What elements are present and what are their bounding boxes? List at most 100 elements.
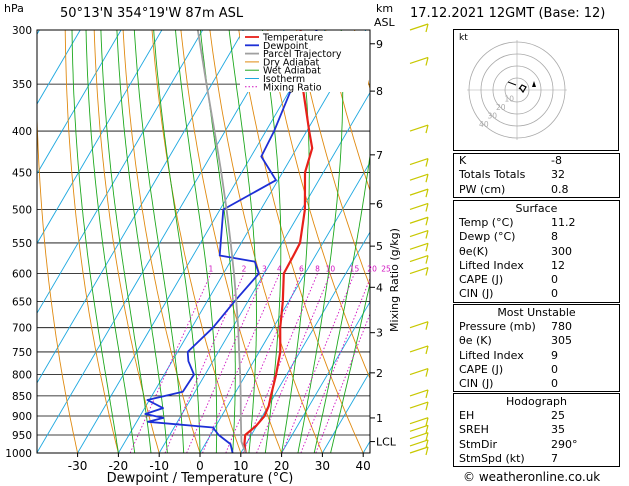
skewt-chart: 1 2 3 4 6 8 10 15 20 2530035040045050055060065070…: [5, 23, 450, 486]
wind-barb-flag: [425, 57, 429, 66]
wind-barb: [409, 229, 429, 238]
index-row-k: K -8: [459, 154, 562, 167]
mixing-ratio-label: 1: [209, 265, 214, 274]
isotherm-line: [281, 300, 370, 453]
km-label: km: [376, 2, 394, 15]
hodograph-ring-label: 10: [505, 94, 515, 103]
km-tick-label: 2: [376, 367, 383, 380]
wind-barb: [409, 242, 429, 250]
wind-barb-flag: [425, 174, 429, 183]
pressure-tick-label: 800: [12, 370, 32, 382]
mixing-ratio-line: [300, 277, 370, 453]
isotherm-line: [37, 30, 285, 453]
dry-adiabat-line: [93, 30, 160, 453]
wind-barb: [409, 432, 429, 440]
pressure-tick-label: 750: [12, 347, 32, 359]
km-tick-label: 6: [376, 198, 383, 211]
x-tick-label: -20: [109, 459, 129, 473]
isotherm-line: [37, 30, 81, 105]
mixing-ratio-line: [225, 273, 302, 453]
hodograph-unit-label: kt: [459, 33, 468, 43]
wind-barb: [409, 266, 429, 275]
wind-barb-flag: [425, 345, 429, 355]
hpa-axis-label: hPa: [4, 2, 24, 15]
hodo-row: StmSpd (kt) 7: [459, 451, 558, 465]
mixing-ratio-label: 3: [262, 265, 267, 274]
wind-barb: [409, 188, 429, 196]
km-tick-label: 4: [376, 281, 383, 294]
isotherm-line: [445, 30, 450, 453]
station-info: 50°13'N 354°19'W 87m ASL: [60, 6, 244, 21]
wet-adiabat-line: [85, 30, 136, 453]
mixing-ratio-label: 25: [381, 265, 391, 274]
dry-adiabat-line: [296, 30, 370, 288]
isotherm-line: [404, 30, 450, 453]
hodograph-stats-title: Hodograph: [506, 395, 567, 408]
wind-barb-flag: [425, 267, 429, 276]
dry-adiabat-line: [209, 30, 323, 453]
dry-adiabat-line: [354, 30, 370, 91]
wet-adiabat-line: [100, 30, 152, 453]
copyright-footer: © weatheronline.co.uk: [463, 470, 601, 484]
legend-entry: Dewpoint: [263, 41, 308, 52]
hodograph-trace: [518, 84, 527, 94]
wet-adiabat-line: [281, 30, 310, 453]
wind-barb: [409, 56, 429, 65]
wind-barb-flag: [425, 389, 429, 399]
surface-row: θe(K) 300: [459, 244, 572, 258]
plot-frame: [36, 29, 371, 454]
storm-motion-marker: [532, 81, 536, 87]
surface-row: CIN (J) 0: [459, 287, 558, 301]
wet-adiabat-line: [116, 30, 168, 453]
index-row-tt: Totals Totals 32: [459, 168, 565, 182]
most-unstable-title: Most Unstable: [497, 306, 576, 319]
mixing-ratio-label: 2: [242, 265, 247, 274]
km-tick-label: 7: [376, 149, 383, 162]
x-tick-label: -30: [68, 459, 88, 473]
pressure-tick-label: 900: [12, 411, 32, 423]
hodo-row: EH 25: [459, 409, 565, 422]
wind-barb: [409, 439, 429, 447]
km-tick-label: 8: [376, 85, 383, 98]
isotherm-line: [77, 30, 326, 453]
mixing-ratio-label: 6: [299, 265, 304, 274]
mixing-ratio-line: [242, 273, 318, 453]
mixing-ratio-line: [256, 273, 331, 453]
hodograph-stats-panel: Hodograph EH 25 SREH 35 StmDir 290° StmSpd …: [453, 393, 620, 468]
x-tick-label: 20: [274, 459, 289, 473]
wind-barb: [409, 216, 429, 224]
mixing-ratio-line: [202, 273, 280, 453]
km-tick-label: LCL: [376, 436, 397, 449]
wet-adiabat-line: [297, 30, 344, 453]
wet-adiabat-line: [71, 30, 119, 453]
dry-adiabat-line: [151, 30, 242, 453]
mixing-ratio-label: 4: [277, 265, 282, 274]
pressure-tick-label: 650: [12, 297, 32, 309]
wind-barb-flag: [425, 203, 429, 212]
wind-barb-flag: [425, 23, 429, 33]
wet-adiabat-line: [313, 152, 370, 453]
wind-barb-flag: [425, 217, 429, 226]
legend-entry: Temperature: [262, 33, 323, 44]
surface-title: Surface: [515, 202, 558, 215]
isotherm-line: [322, 370, 370, 453]
wind-barb: [409, 173, 429, 181]
mixing-ratio-line: [186, 273, 265, 453]
wind-barb: [409, 368, 429, 376]
wind-barb-flag: [425, 188, 429, 198]
km-tick-label: 1: [376, 412, 383, 425]
surface-row: Dewp (°C) 8: [459, 230, 558, 244]
mixing-ratio-line: [281, 273, 355, 453]
indices-top-panel: K -8 Totals Totals 32 PW (cm) 0.8: [453, 153, 620, 198]
wind-barb: [409, 389, 429, 397]
km-tick-label: 3: [376, 327, 383, 340]
wind-barb: [409, 321, 429, 329]
dry-adiabat-line: [37, 101, 79, 453]
pressure-tick-label: 400: [12, 126, 32, 138]
pressure-tick-label: 450: [12, 167, 32, 179]
wet-adiabat-line: [153, 30, 201, 453]
wet-adiabat-line: [228, 30, 257, 453]
hodograph-ring-label: 20: [496, 103, 506, 112]
wind-barb-flag: [425, 425, 429, 434]
mixing-ratio-label: 15: [350, 265, 360, 274]
